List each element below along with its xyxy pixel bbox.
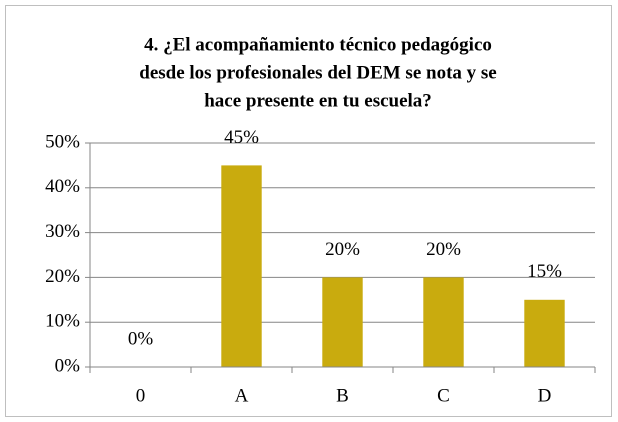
y-tick-label: 30%: [45, 221, 80, 242]
x-tick-label: A: [235, 385, 249, 406]
data-label: 45%: [224, 127, 259, 148]
chart-title: hace presente en tu escuela?: [204, 90, 432, 111]
y-tick-label: 0%: [55, 355, 81, 376]
bar: [322, 277, 363, 367]
chart-frame: [5, 5, 612, 417]
chart-title: desde los profesionales del DEM se nota …: [139, 62, 496, 83]
bar: [524, 299, 565, 367]
x-tick-label: B: [336, 385, 349, 406]
y-tick-label: 50%: [45, 131, 80, 152]
x-tick-label: D: [538, 385, 552, 406]
y-tick-label: 40%: [45, 176, 80, 197]
bar: [423, 277, 464, 367]
bar: [221, 165, 262, 367]
data-label: 20%: [325, 239, 360, 260]
y-tick-label: 10%: [45, 311, 80, 332]
data-label: 0%: [128, 328, 154, 349]
y-tick-label: 20%: [45, 266, 80, 287]
x-tick-label: C: [437, 385, 450, 406]
data-label: 15%: [527, 261, 562, 282]
x-tick-label: 0: [136, 385, 146, 406]
data-label: 20%: [426, 239, 461, 260]
chart-title: 4. ¿El acompañamiento técnico pedagógico: [144, 34, 492, 55]
